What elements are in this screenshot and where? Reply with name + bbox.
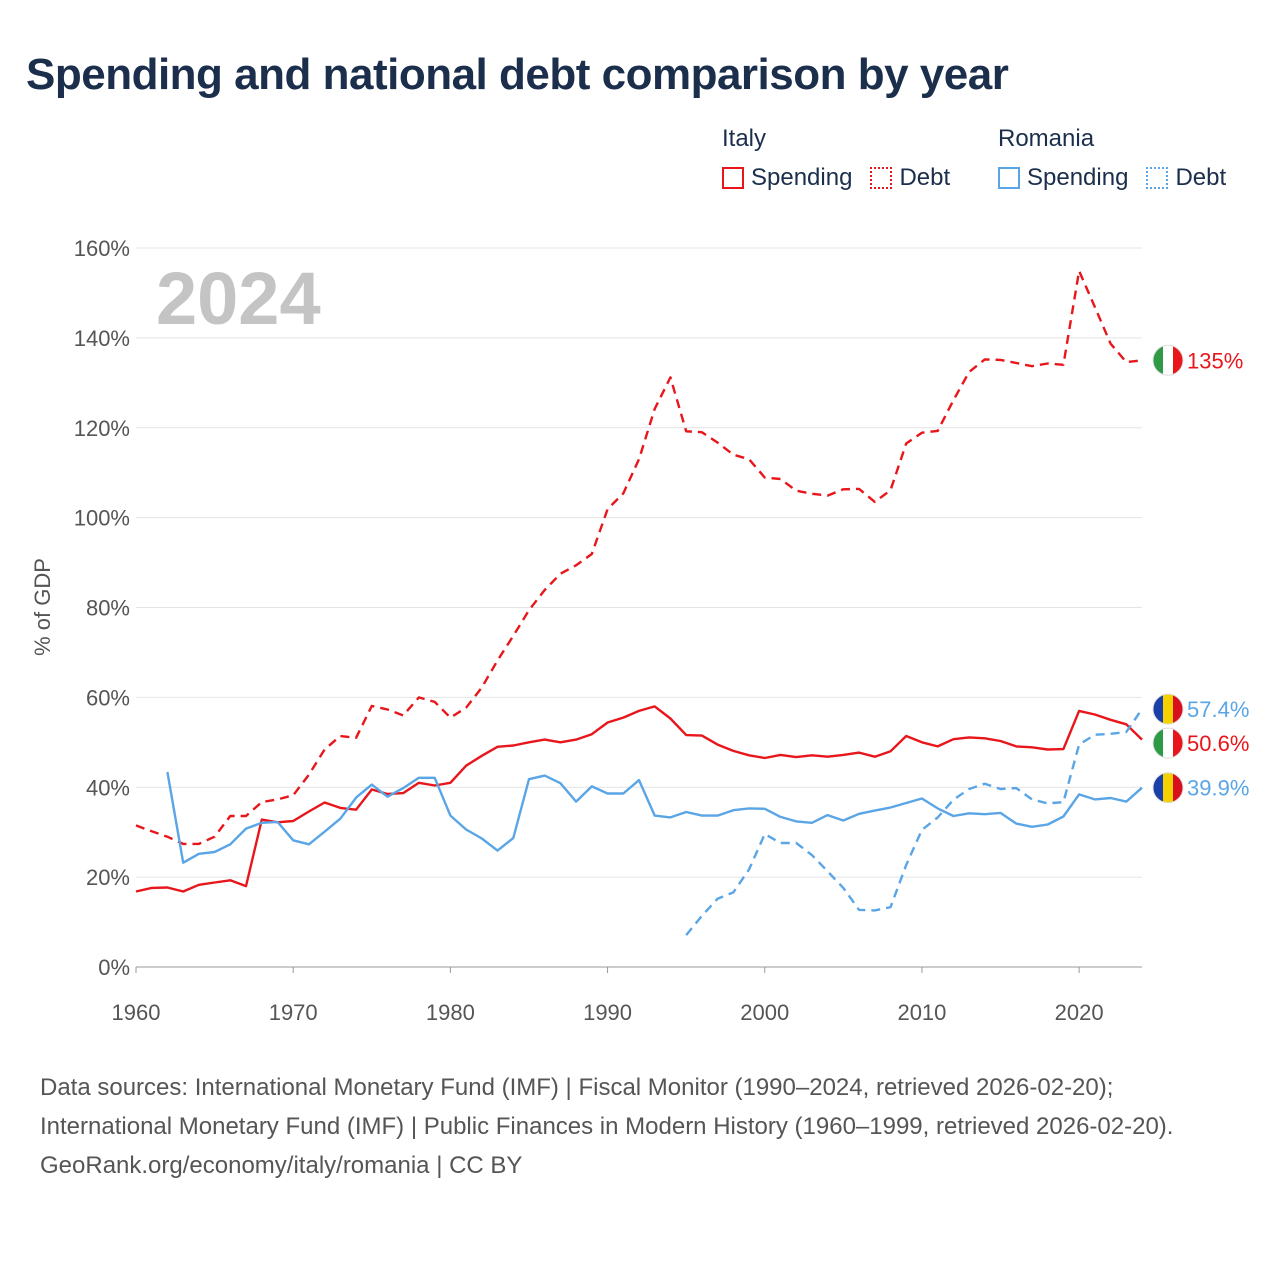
legend-swatch-romania-spending bbox=[998, 167, 1020, 189]
x-tick-label: 1960 bbox=[112, 1000, 161, 1025]
legend-item-italy-spending[interactable]: Spending bbox=[722, 164, 852, 192]
x-tick-label: 2020 bbox=[1055, 1000, 1104, 1025]
footer-credit[interactable]: GeoRank.org/economy/italy/romania | CC B… bbox=[40, 1152, 523, 1179]
axes: 0% 20% 40% 60% 80% 100% 120% 140% 160% 1960 1970 19… bbox=[74, 236, 1142, 1025]
y-tick-label: 160% bbox=[74, 236, 130, 261]
x-tick-label: 2000 bbox=[740, 1000, 789, 1025]
x-tick-label: 2010 bbox=[897, 1000, 946, 1025]
year-watermark: 2024 bbox=[156, 257, 321, 340]
x-tick-label: 1990 bbox=[583, 1000, 632, 1025]
legend-label-romania-debt: Debt bbox=[1175, 164, 1227, 191]
footer: Data sources: International Monetary Fun… bbox=[40, 1068, 1240, 1185]
series-line-italy-spending[interactable] bbox=[135, 705, 1143, 893]
series-line-romania-spending[interactable] bbox=[166, 771, 1143, 864]
legend-swatch-italy-debt bbox=[870, 167, 893, 189]
end-marker-italy-debt: 135% bbox=[1152, 344, 1243, 376]
series-line-italy-debt[interactable] bbox=[135, 269, 1143, 846]
chart-plot: 0% 20% 40% 60% 80% 100% 120% 140% 160% 1960 1970 19… bbox=[30, 236, 1249, 1025]
romania-flag-icon bbox=[1153, 694, 1183, 725]
romania-flag-icon bbox=[1153, 772, 1183, 803]
x-tick-label: 1970 bbox=[269, 1000, 318, 1025]
legend-label-italy-spending: Spending bbox=[751, 164, 853, 191]
end-value-label: 50.6% bbox=[1187, 731, 1249, 756]
legend-country-italy: Italy bbox=[722, 125, 767, 152]
y-tick-label: 140% bbox=[74, 326, 130, 351]
end-value-label: 135% bbox=[1187, 348, 1243, 373]
legend-swatch-romania-debt bbox=[1146, 167, 1169, 189]
x-tick-label: 1980 bbox=[426, 1000, 475, 1025]
end-value-label: 39.9% bbox=[1187, 776, 1249, 801]
legend-item-romania-debt[interactable]: Debt bbox=[1146, 164, 1226, 192]
italy-flag-icon bbox=[1153, 728, 1183, 759]
end-markers: 135% 57.4% 50.6% 39.9% bbox=[1152, 344, 1249, 804]
italy-flag-icon bbox=[1153, 345, 1183, 376]
series-lines bbox=[135, 269, 1143, 936]
y-tick-label: 120% bbox=[74, 416, 130, 441]
legend-country-romania: Romania bbox=[998, 125, 1095, 152]
legend-swatch-italy-spending bbox=[722, 167, 744, 189]
y-tick-label: 100% bbox=[74, 506, 130, 531]
chart-title: Spending and national debt comparison by… bbox=[26, 50, 1009, 99]
y-tick-label: 0% bbox=[98, 955, 130, 980]
y-tick-label: 20% bbox=[86, 865, 130, 890]
footer-sources: Data sources: International Monetary Fun… bbox=[40, 1074, 1174, 1140]
y-tick-label: 80% bbox=[86, 596, 130, 621]
series-line-romania-debt[interactable] bbox=[685, 708, 1143, 936]
y-tick-label: 60% bbox=[86, 685, 130, 710]
end-marker-romania-debt: 57.4% bbox=[1152, 693, 1249, 725]
legend-romania: Romania Spending Debt bbox=[998, 122, 1244, 192]
end-marker-italy-spending: 50.6% bbox=[1152, 727, 1249, 759]
legend-item-italy-debt[interactable]: Debt bbox=[870, 164, 950, 192]
y-axis-title: % of GDP bbox=[30, 558, 55, 656]
end-value-label: 57.4% bbox=[1187, 697, 1249, 722]
legend-item-romania-spending[interactable]: Spending bbox=[998, 164, 1128, 192]
legend-italy: Italy Spending Debt bbox=[722, 122, 968, 192]
legend-label-romania-spending: Spending bbox=[1027, 164, 1129, 191]
end-marker-romania-spending: 39.9% bbox=[1152, 772, 1249, 804]
legend-label-italy-debt: Debt bbox=[899, 164, 951, 191]
y-tick-label: 40% bbox=[86, 775, 130, 800]
